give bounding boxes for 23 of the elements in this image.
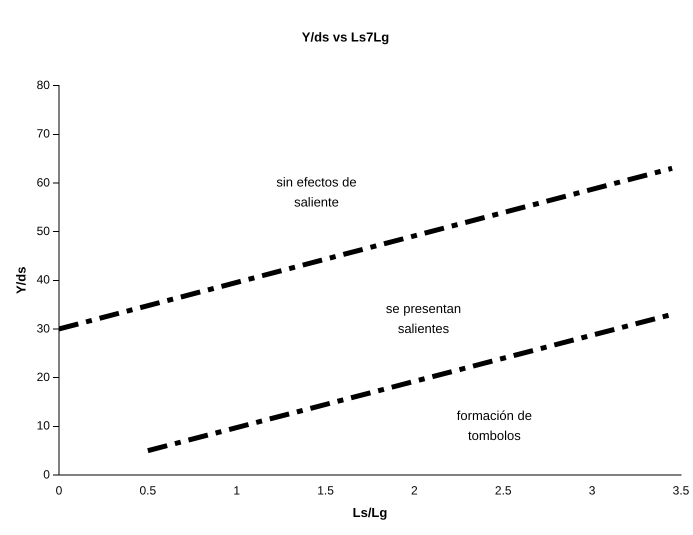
y-tick-label: 40 [36, 272, 50, 287]
x-tick-label: 2.5 [494, 484, 512, 498]
annotation: se presentan salientes [386, 301, 462, 336]
chart-title: Y/ds vs Ls7Lg [302, 29, 390, 44]
y-tick-label: 10 [36, 418, 50, 433]
y-tick-label: 50 [36, 224, 50, 238]
x-axis-title: Ls/Lg [352, 504, 388, 520]
x-tick-label: 3 [588, 484, 596, 498]
x-tick-label: 0 [56, 484, 63, 498]
y-tick-label: 60 [36, 175, 50, 190]
y-tick-label: 30 [36, 321, 50, 336]
annotation: sin efectos de saliente [276, 174, 357, 210]
x-tick-label: 1.5 [317, 484, 334, 498]
x-tick-label: 0.5 [139, 484, 156, 498]
x-tick-label: 2 [411, 484, 418, 498]
y-tick-label: 80 [36, 78, 50, 92]
y-tick-label: 20 [36, 370, 50, 384]
y-tick-label: 0 [43, 467, 50, 482]
x-tick-label: 1 [233, 484, 240, 498]
y-tick-label: 70 [36, 126, 50, 141]
annotation: formación de tombolos [456, 408, 532, 444]
x-tick-label: 3.5 [672, 484, 690, 498]
y-axis-title: Y/ds [13, 266, 28, 294]
